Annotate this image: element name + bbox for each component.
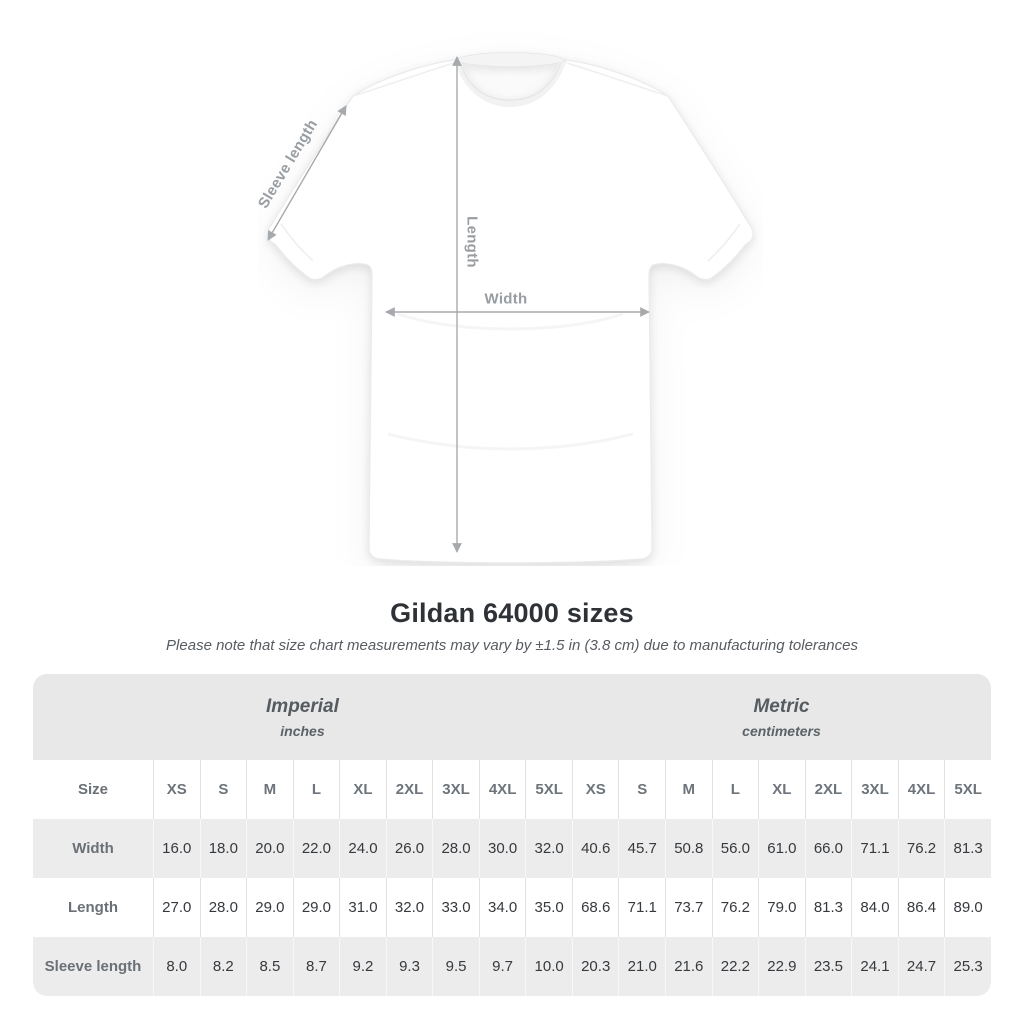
table-cell: 8.0 [153,937,200,996]
tolerance-note: Please note that size chart measurements… [166,637,858,654]
table-cell: 28.0 [199,878,247,937]
table-cell: 33.0 [432,878,479,937]
row-label: Sleeve length [44,958,142,975]
row-label: Width [72,840,114,857]
table-cell: 22.2 [711,937,759,996]
table-cell: 8.5 [246,937,293,996]
size-header-cell: 4XL [478,760,526,819]
table-cell: 81.3 [804,878,852,937]
table-cell: 71.1 [851,819,898,878]
imperial-band-unit: inches [280,722,325,739]
table-cell: 66.0 [804,819,852,878]
table-cell: 89.0 [944,878,991,937]
table-cell: 10.0 [525,937,572,996]
size-header-cell: S [199,760,247,819]
size-header-cell: 5XL [525,760,572,819]
table-cell: 8.7 [292,937,340,996]
size-header-cell: 4XL [897,760,945,819]
table-cell: 79.0 [758,878,805,937]
table-cell: 76.2 [897,819,945,878]
size-header-cell: 3XL [851,760,898,819]
table-cell: 9.2 [339,937,386,996]
table-row: Sleeve length 8.0 8.2 8.5 8.7 9.2 9.3 9.5 9.7 10.… [33,937,991,996]
size-corner-label: Size [77,781,108,798]
table-cell: 26.0 [385,819,433,878]
table-cell: 86.4 [897,878,945,937]
table-row: Length 27.0 28.0 29.0 29.0 31.0 32.0 33.0 34.0 35… [33,878,991,937]
size-table-body: Size XS S M L XL 2XL 3XL 4XL 5XL XS S M L XL 2XL 3XL 4XL 5… [33,760,991,996]
table-cell: 9.3 [385,937,433,996]
table-cell: 22.9 [758,937,805,996]
table-cell: 68.6 [571,878,619,937]
table-cell: 76.2 [711,878,759,937]
table-cell: 30.0 [478,819,526,878]
table-cell: 25.3 [944,937,991,996]
table-cell: 50.8 [665,819,712,878]
table-cell: 24.0 [339,819,386,878]
table-cell: 28.0 [432,819,479,878]
table-cell: 18.0 [199,819,247,878]
imperial-band-label: Imperial [266,695,339,717]
table-cell: 84.0 [851,878,898,937]
table-cell: 22.0 [292,819,340,878]
table-cell: 24.7 [897,937,945,996]
size-header-cell: XS [571,760,619,819]
table-cell: 29.0 [246,878,293,937]
size-header-cell: M [246,760,293,819]
row-label: Length [68,899,118,916]
table-cell: 23.5 [804,937,852,996]
size-header-cell: XS [153,760,200,819]
table-row: Size XS S M L XL 2XL 3XL 4XL 5XL XS S M L XL 2XL 3XL 4XL 5… [33,760,991,819]
metric-band-unit: centimeters [742,722,821,739]
table-cell: 24.1 [851,937,898,996]
imperial-band: Imperial inches [33,674,572,760]
tshirt-measurement-diagram: Sleeve length Length Width [255,52,754,564]
page-title: Gildan 64000 sizes [390,598,634,628]
size-table-container: Imperial inches Metric centimeters Size X… [33,674,991,996]
table-cell: 81.3 [944,819,991,878]
size-header-cell: 2XL [385,760,433,819]
table-cell: 16.0 [153,819,200,878]
table-cell: 35.0 [525,878,572,937]
size-header-cell: 3XL [432,760,479,819]
size-header-cell: M [665,760,712,819]
unit-band-row: Imperial inches Metric centimeters [33,674,991,760]
width-label: Width [484,290,528,308]
table-cell: 9.5 [432,937,479,996]
table-cell: 29.0 [292,878,340,937]
table-cell: 71.1 [618,878,665,937]
table-cell: 31.0 [339,878,386,937]
table-cell: 32.0 [385,878,433,937]
table-cell: 32.0 [525,819,572,878]
table-cell: 56.0 [711,819,759,878]
metric-band: Metric centimeters [571,674,991,760]
table-cell: 21.6 [665,937,712,996]
size-header-cell: L [711,760,759,819]
size-header-cell: S [618,760,665,819]
length-label: Length [463,216,481,268]
table-cell: 45.7 [618,819,665,878]
size-table: Imperial inches Metric centimeters Size X… [33,674,991,996]
table-row: Width 16.0 18.0 20.0 22.0 24.0 26.0 28.0 30.0 32.… [33,819,991,878]
metric-band-label: Metric [753,695,810,717]
size-header-cell: 2XL [804,760,852,819]
table-cell: 21.0 [618,937,665,996]
table-cell: 20.3 [571,937,619,996]
table-cell: 9.7 [478,937,526,996]
size-header-cell: 5XL [944,760,991,819]
table-cell: 27.0 [153,878,200,937]
table-cell: 8.2 [199,937,247,996]
table-cell: 61.0 [758,819,805,878]
size-header-cell: XL [339,760,386,819]
table-cell: 73.7 [665,878,712,937]
size-header-cell: XL [758,760,805,819]
table-cell: 34.0 [478,878,526,937]
size-header-cell: L [292,760,340,819]
table-cell: 40.6 [571,819,619,878]
table-cell: 20.0 [246,819,293,878]
